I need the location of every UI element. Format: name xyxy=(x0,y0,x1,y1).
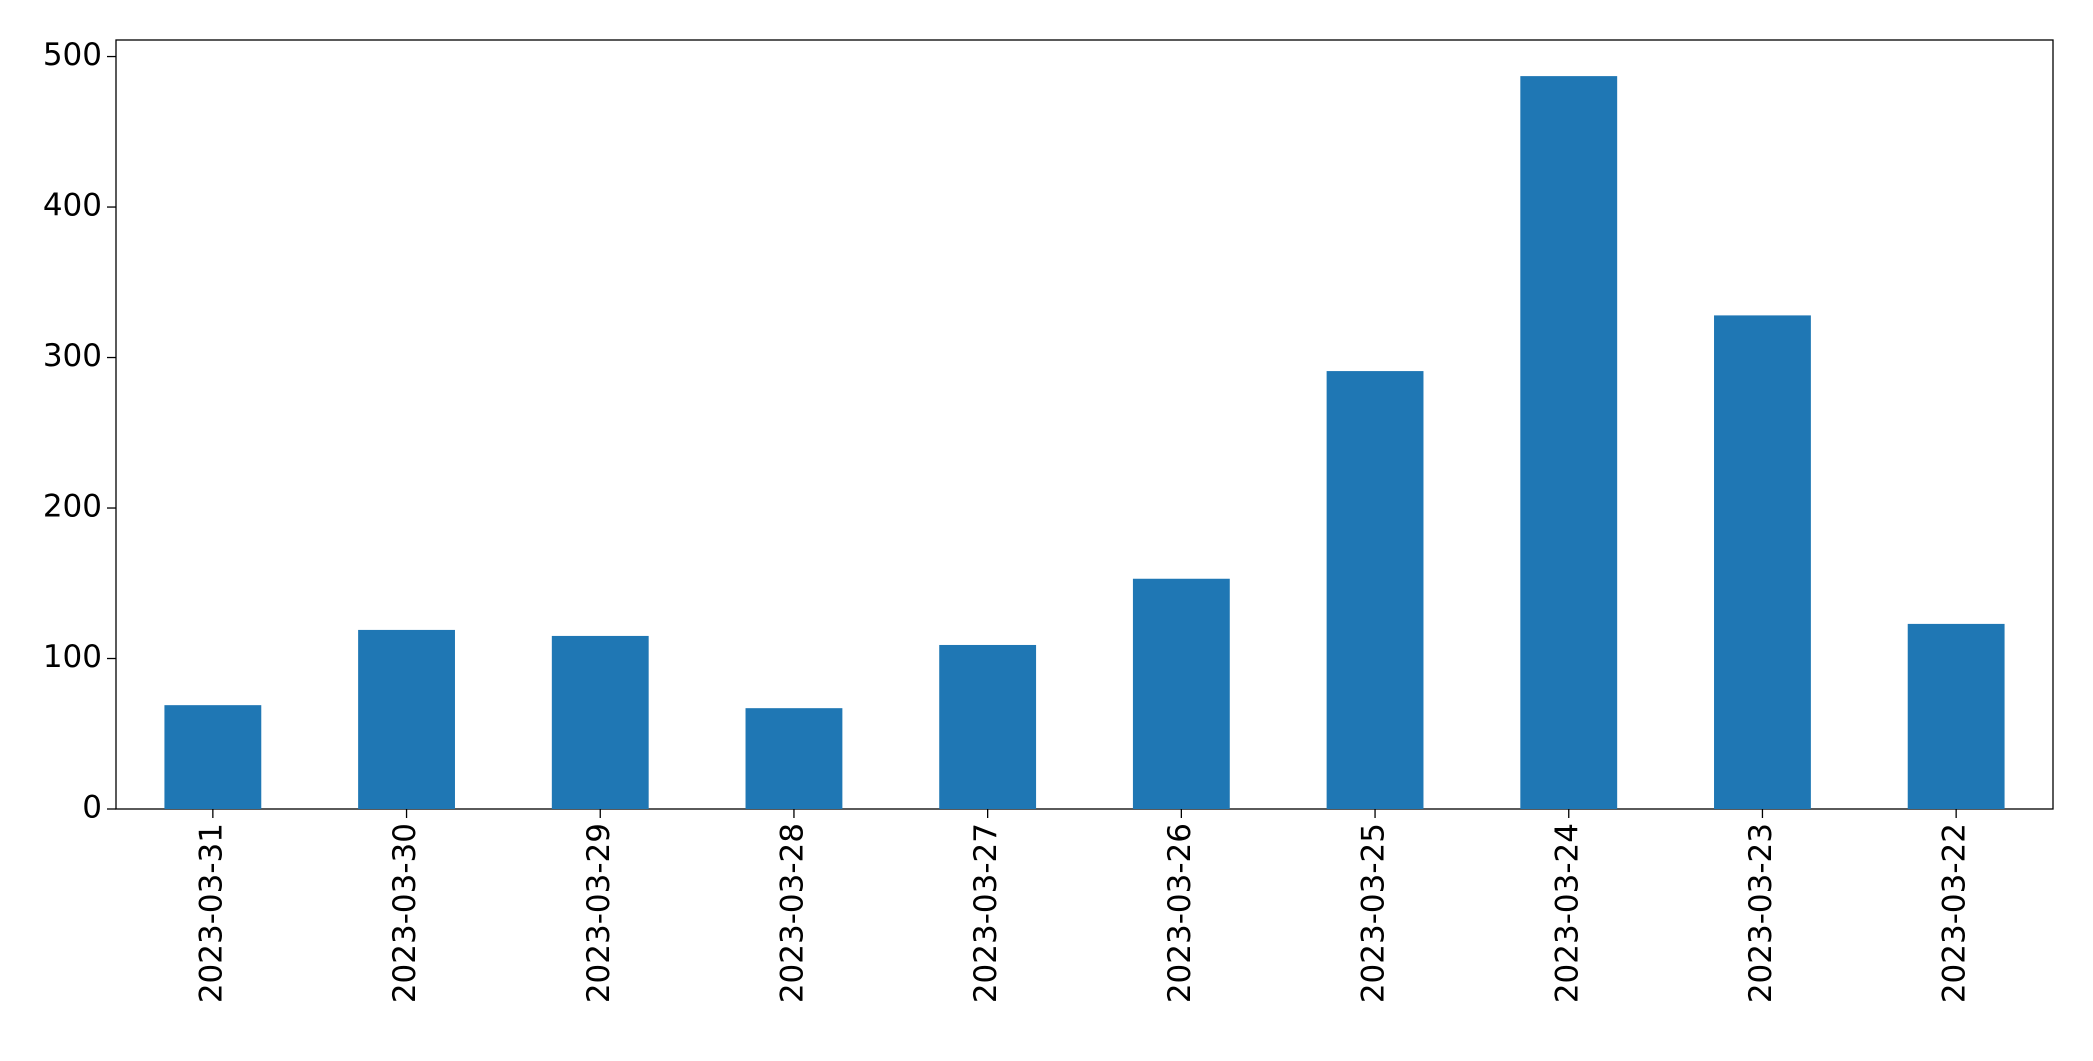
bar xyxy=(1326,371,1424,809)
bar xyxy=(164,705,262,809)
y-tick-label: 0 xyxy=(82,790,102,826)
x-tick-label: 2023-03-22 xyxy=(1937,823,1973,1003)
bar xyxy=(358,629,455,809)
x-tick-label: 2023-03-28 xyxy=(774,823,810,1003)
bar xyxy=(551,635,649,809)
y-tick-label: 300 xyxy=(43,338,102,374)
bar xyxy=(1907,623,2005,809)
bar xyxy=(939,644,1037,809)
y-tick-label: 100 xyxy=(43,639,102,675)
bar xyxy=(1520,76,1618,809)
bar xyxy=(1132,578,1230,809)
bar xyxy=(745,708,843,809)
y-tick-label: 200 xyxy=(43,489,102,525)
x-tick-label: 2023-03-23 xyxy=(1743,823,1779,1003)
bar xyxy=(1714,315,1811,809)
x-tick-label: 2023-03-31 xyxy=(193,823,229,1003)
x-tick-label: 2023-03-27 xyxy=(968,823,1004,1003)
x-tick-label: 2023-03-30 xyxy=(387,823,423,1003)
x-tick-label: 2023-03-29 xyxy=(581,823,617,1003)
y-tick-label: 400 xyxy=(43,188,102,224)
x-tick-label: 2023-03-24 xyxy=(1549,823,1585,1003)
x-tick-label: 2023-03-25 xyxy=(1356,823,1392,1003)
plot-frame xyxy=(115,39,2054,810)
x-tick-label: 2023-03-26 xyxy=(1162,823,1198,1003)
y-tick-label: 500 xyxy=(43,37,102,73)
